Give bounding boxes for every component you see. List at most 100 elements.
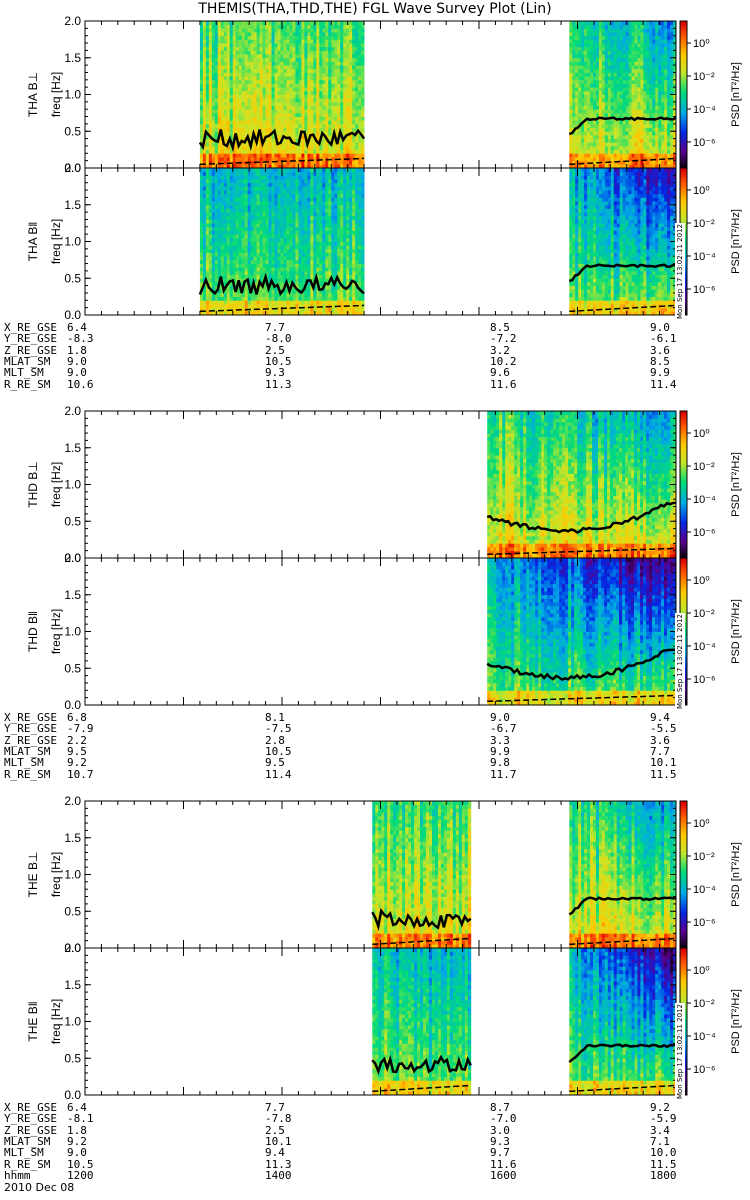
orbit-value: 11.4 (265, 767, 292, 781)
orbit-row-label: MLT_SM (4, 1146, 44, 1160)
spectrogram-block (487, 558, 677, 706)
orbit-row: Y_RE_GSE -8.1 -7.8 -7.0 -5.9 (0, 1113, 750, 1124)
orbit-row: MLT_SM 9.2 9.5 9.8 10.1 (0, 757, 750, 768)
orbit-value: 7.7 (650, 744, 670, 758)
y-axis-unit: freq [Hz] (49, 999, 63, 1044)
y-tick-label: 1.0 (64, 88, 81, 102)
orbit-row-label: MLAT_SM (4, 1134, 51, 1148)
colorbar-tick-label: 10⁻⁴ (693, 494, 716, 506)
spectrogram-block (199, 21, 365, 169)
orbit-value: -5.9 (650, 1112, 677, 1126)
orbit-value: 2.2 (67, 733, 87, 747)
orbit-row-label: X_RE_GSE (4, 1101, 57, 1114)
y-tick-label: 1.5 (64, 978, 81, 992)
orbit-value: 9.7 (490, 1146, 510, 1160)
colorbar-tick-label: 10⁻² (693, 218, 715, 230)
y-tick-label: 2.0 (64, 14, 81, 28)
orbit-value: 9.9 (490, 744, 510, 758)
y-tick-label: 0.0 (64, 161, 81, 175)
wave-frequency-line (486, 648, 676, 682)
panel-tha-par: 0.0 0.5 1.0 1.5 2.0 THA B‖ freq [Hz] 10⁰ 10⁻² 10⁻… (26, 161, 742, 322)
orbit-value: 9.3 (265, 366, 285, 380)
orbit-value: 9.9 (650, 366, 670, 380)
orbit-value: 11.5 (650, 767, 677, 781)
orbit-value: 11.6 (490, 1157, 517, 1171)
x-tick-label: 1600 (490, 1169, 517, 1182)
orbit-value: 9.2 (67, 756, 87, 770)
gyrofrequency-line (372, 937, 471, 946)
colorbar: 10⁰ 10⁻² 10⁻⁴ 10⁻⁶ PSD [nT²/Hz] (679, 20, 742, 169)
orbit-value: 9.0 (650, 321, 670, 334)
colorbar-tick-label: 10⁰ (693, 185, 710, 197)
colorbar-tick-label: 10⁰ (693, 818, 710, 830)
y-axis-title: THE B⊥ (26, 852, 40, 898)
orbit-value: 10.1 (265, 1134, 292, 1148)
orbit-value: 9.8 (490, 756, 510, 770)
y-tick-label: 0.5 (64, 904, 81, 918)
orbit-value: 11.6 (490, 377, 517, 391)
orbit-value: 8.5 (650, 354, 670, 368)
colorbar: 10⁰ 10⁻² 10⁻⁴ 10⁻⁶ PSD [nT²/Hz] (679, 800, 742, 949)
orbit-row-label: Z_RE_GSE (4, 343, 57, 357)
orbit-value: 9.6 (490, 366, 510, 380)
orbit-value: 2.8 (265, 733, 285, 747)
orbit-value: 3.2 (490, 343, 510, 357)
y-tick-label: 1.0 (64, 478, 81, 492)
orbit-row: X_RE_GSE 6.4 7.7 8.5 9.0 (0, 322, 750, 333)
colorbar-tick-label: 10⁻⁴ (693, 104, 716, 116)
orbit-row: X_RE_GSE 6.4 7.7 8.7 9.2 (0, 1102, 750, 1113)
y-tick-label: 1.5 (64, 831, 81, 845)
orbit-value: 9.4 (650, 711, 670, 724)
spectrogram-block (569, 168, 677, 316)
orbit-value: -7.9 (67, 722, 94, 736)
orbit-value: -8.0 (265, 332, 292, 346)
colorbar-tick-label: 10⁻² (693, 608, 715, 620)
wave-frequency-line (568, 263, 676, 283)
orbit-value: 7.1 (650, 1134, 670, 1148)
orbit-row-label: R_RE_SM (4, 377, 51, 391)
x-tick-label: 1800 (650, 1169, 677, 1182)
y-tick-label: 0.0 (64, 941, 81, 955)
y-axis-title: THD B⊥ (26, 461, 40, 507)
y-tick-label: 1.5 (64, 51, 81, 65)
colorbar-tick-label: 10⁻⁶ (693, 1064, 716, 1076)
y-axis-unit: freq [Hz] (49, 72, 63, 117)
colorbar-title: PSD [nT²/Hz] (730, 842, 742, 907)
wave-frequency-line (568, 1043, 677, 1064)
orbit-value: 9.5 (67, 744, 87, 758)
orbit-value: -6.1 (650, 332, 677, 346)
orbit-row: Z_RE_GSE 1.8 2.5 3.0 3.4 (0, 1125, 750, 1136)
run-stamp: Mon Sep 17 13:02:11 2012 (675, 613, 685, 711)
orbit-value: 9.5 (265, 756, 285, 770)
y-tick-label: 1.0 (64, 1015, 81, 1029)
orbit-value: 11.3 (265, 1157, 292, 1171)
wave-frequency-line (371, 907, 472, 932)
orbit-value: -5.5 (650, 722, 677, 736)
y-tick-label: 0.5 (64, 1051, 81, 1065)
y-tick-label: 2.0 (64, 551, 81, 565)
orbit-row: MLAT_SM 9.2 10.1 9.3 7.1 (0, 1136, 750, 1147)
colorbar-title: PSD [nT²/Hz] (730, 62, 742, 127)
spectrogram-block (372, 801, 472, 949)
colorbar-title: PSD [nT²/Hz] (730, 209, 742, 274)
y-tick-label: 1.5 (64, 198, 81, 212)
x-tick-label: 1200 (67, 1169, 94, 1182)
orbit-value: 9.2 (650, 1101, 670, 1114)
orbit-value: 11.4 (650, 377, 677, 391)
time-row: hhmm 1200 1400 1600 1800 (0, 1170, 750, 1181)
orbit-value: -8.3 (67, 332, 94, 346)
orbit-value: 8.1 (265, 711, 285, 724)
wave-frequency-line (198, 127, 366, 153)
y-tick-label: 0.0 (64, 698, 81, 712)
wave-frequency-line (486, 501, 677, 534)
y-axis-title: THA B⊥ (26, 72, 40, 117)
colorbar: 10⁰ 10⁻² 10⁻⁴ 10⁻⁶ PSD [nT²/Hz] (679, 167, 742, 316)
y-axis-title: THA B‖ (26, 222, 40, 262)
colorbar-tick-label: 10⁰ (693, 38, 710, 50)
y-tick-label: 0.0 (64, 551, 81, 565)
colorbar-tick-label: 10⁻⁶ (693, 917, 716, 929)
spectrogram-block (569, 948, 677, 1096)
orbit-value: 10.5 (67, 1157, 94, 1171)
colorbar-tick-label: 10⁰ (693, 428, 710, 440)
